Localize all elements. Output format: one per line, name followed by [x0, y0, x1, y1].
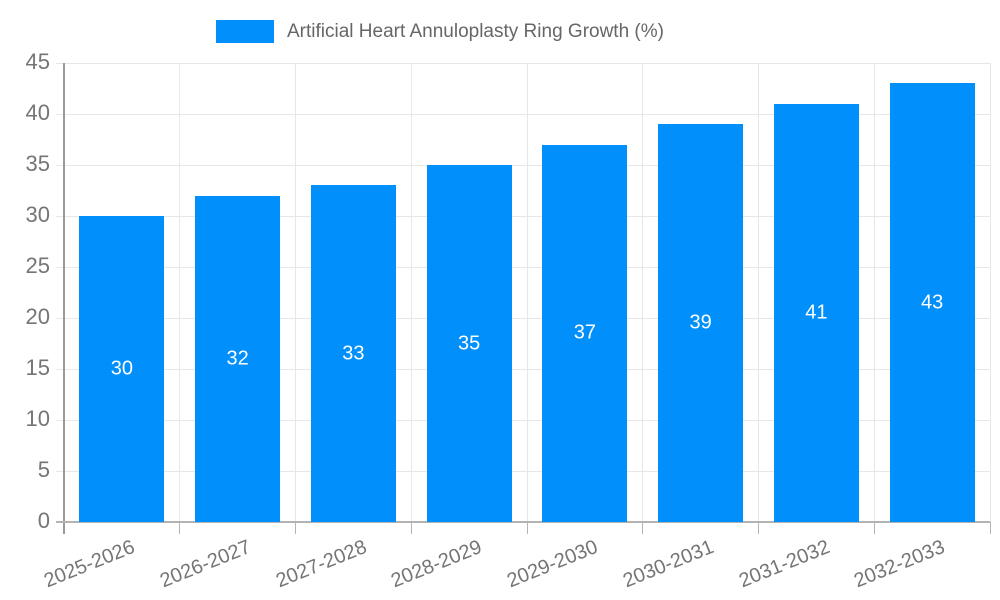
x-tick-label-2030-2031: 2030-2031: [619, 536, 717, 593]
y-tick-label: 20: [25, 304, 50, 329]
bar-value-label: 32: [226, 347, 249, 370]
y-gridline: [56, 62, 990, 64]
y-gridline: [56, 215, 990, 217]
bar-value-label: 39: [689, 311, 712, 334]
bar-value-label: 33: [342, 342, 365, 365]
x-gridline: [989, 63, 991, 522]
bar-2027-2028[interactable]: 33: [310, 185, 396, 522]
x-tick-label-2026-2027: 2026-2027: [156, 536, 254, 593]
x-tick: [873, 522, 875, 534]
bar-value-label: 41: [805, 301, 828, 324]
x-tick: [410, 522, 412, 534]
legend-item[interactable]: Artificial Heart Annuloplasty Ring Growt…: [216, 20, 664, 43]
bar-2028-2029[interactable]: 35: [426, 165, 512, 522]
y-tick-label: 30: [25, 202, 50, 227]
y-gridline: [56, 470, 990, 472]
y-axis-line: [63, 63, 65, 534]
x-tick-label-2027-2028: 2027-2028: [272, 536, 370, 593]
y-gridline: [56, 113, 990, 115]
x-tick-label-2031-2032: 2031-2032: [735, 536, 833, 593]
x-gridline: [758, 63, 759, 522]
x-tick: [526, 522, 528, 534]
y-gridline: [56, 368, 990, 370]
y-gridline: [56, 419, 990, 421]
bar-2025-2026[interactable]: 30: [79, 216, 165, 522]
x-gridline: [642, 63, 644, 522]
x-tick: [989, 522, 991, 534]
y-tick-label: 5: [37, 457, 50, 482]
y-tick-label: 25: [25, 253, 50, 278]
y-tick-label: 35: [25, 151, 50, 176]
y-gridline: [56, 164, 990, 166]
x-tick-label-2028-2029: 2028-2029: [388, 536, 486, 593]
x-tick: [295, 522, 296, 534]
y-tick-label: 45: [25, 49, 50, 74]
legend: Artificial Heart Annuloplasty Ring Growt…: [0, 0, 1000, 43]
x-tick: [179, 522, 181, 534]
x-gridline: [179, 63, 181, 522]
bar-value-label: 30: [110, 357, 133, 380]
y-tick-label: 10: [25, 406, 50, 431]
x-axis-line: [56, 521, 990, 523]
x-gridline: [295, 63, 296, 522]
x-gridline: [873, 63, 875, 522]
x-gridline: [410, 63, 412, 522]
bar-2029-2030[interactable]: 37: [542, 144, 628, 522]
bar-value-label: 37: [573, 321, 596, 344]
x-tick: [758, 522, 759, 534]
y-tick-label: 15: [25, 355, 50, 380]
x-tick: [642, 522, 644, 534]
y-tick-label: 0: [37, 508, 50, 533]
x-tick-label-2025-2026: 2025-2026: [41, 536, 139, 593]
x-tick-label-2032-2033: 2032-2033: [851, 536, 949, 593]
bar-2030-2031[interactable]: 39: [658, 124, 744, 522]
legend-swatch: [216, 20, 274, 43]
bar-2032-2033[interactable]: 43: [889, 83, 975, 522]
x-gridline: [526, 63, 528, 522]
y-gridline: [56, 317, 990, 319]
x-tick-label-2029-2030: 2029-2030: [504, 536, 602, 593]
bar-2031-2032[interactable]: 41: [773, 103, 859, 522]
bar-2026-2027[interactable]: 32: [195, 195, 281, 522]
y-gridline: [56, 266, 990, 268]
y-tick-label: 40: [25, 100, 50, 125]
legend-label: Artificial Heart Annuloplasty Ring Growt…: [287, 21, 664, 42]
bar-value-label: 35: [458, 332, 481, 354]
bar-value-label: 43: [921, 291, 944, 314]
